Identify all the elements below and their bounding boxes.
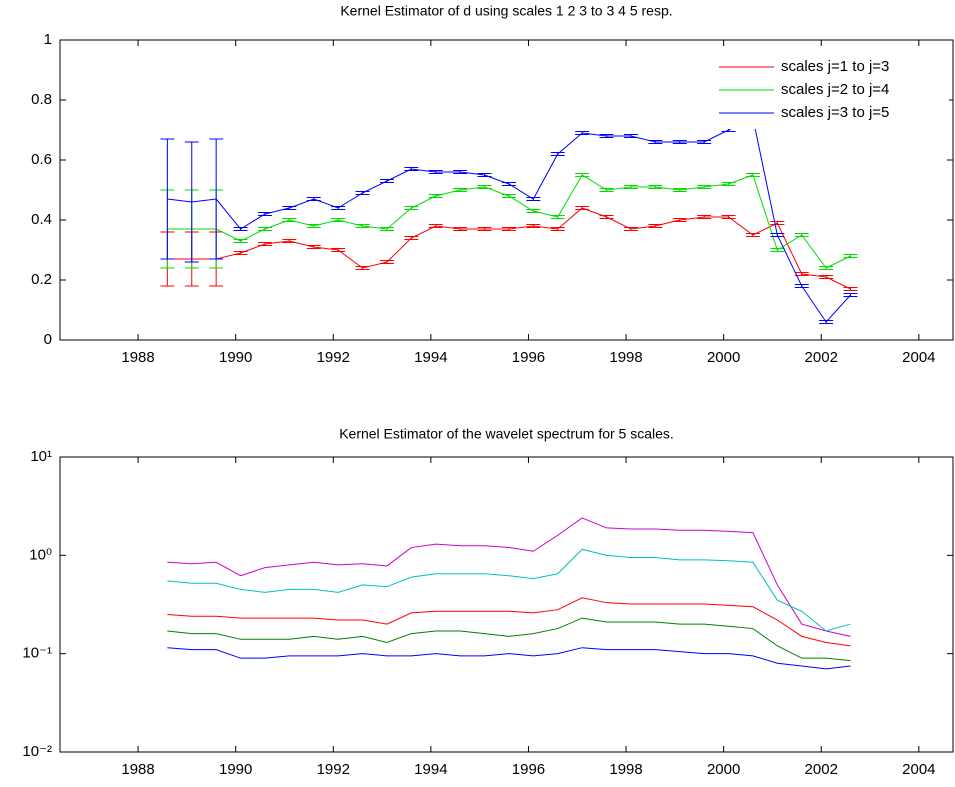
x-tick-label: 1988 bbox=[121, 349, 154, 366]
x-tick-label: 1990 bbox=[219, 761, 252, 778]
series-line bbox=[167, 117, 851, 323]
series-line bbox=[167, 207, 851, 290]
chart-title: Kernel Estimator of the wavelet spectrum… bbox=[339, 426, 674, 442]
series-line bbox=[167, 597, 851, 647]
legend-label: scales j=1 to j=3 bbox=[781, 58, 889, 75]
x-tick-label: 1998 bbox=[609, 349, 642, 366]
series-line bbox=[167, 647, 851, 670]
y-tick-label: 0.4 bbox=[31, 211, 52, 228]
legend-label: scales j=2 to j=4 bbox=[781, 81, 889, 98]
y-tick-label: 1 bbox=[44, 31, 52, 48]
series-line bbox=[167, 617, 851, 662]
x-tick-label: 1994 bbox=[414, 349, 447, 366]
y-tick-label: 0 bbox=[44, 331, 52, 348]
y-tick-label: 0.8 bbox=[31, 91, 52, 108]
y-tick-label: 10⁻¹ bbox=[22, 645, 52, 662]
x-tick-label: 2000 bbox=[707, 761, 740, 778]
plot-frame bbox=[59, 456, 954, 753]
x-tick-label: 1994 bbox=[414, 761, 447, 778]
x-tick-label: 1988 bbox=[121, 761, 154, 778]
series-line bbox=[167, 174, 851, 269]
series-line bbox=[167, 517, 851, 637]
x-tick-label: 2000 bbox=[707, 349, 740, 366]
x-tick-label: 2002 bbox=[805, 761, 838, 778]
series-line bbox=[167, 548, 851, 632]
plot-frame bbox=[59, 39, 954, 341]
x-tick-label: 1996 bbox=[512, 761, 545, 778]
x-tick-label: 1998 bbox=[609, 761, 642, 778]
chart-title: Kernel Estimator of d using scales 1 2 3… bbox=[340, 3, 672, 19]
x-tick-label: 1992 bbox=[317, 349, 350, 366]
y-tick-label: 0.2 bbox=[31, 271, 52, 288]
x-tick-label: 1992 bbox=[317, 761, 350, 778]
x-tick-label: 1990 bbox=[219, 349, 252, 366]
y-tick-label: 10⁻² bbox=[22, 743, 52, 760]
y-tick-label: 0.6 bbox=[31, 151, 52, 168]
y-tick-label: 10⁰ bbox=[29, 546, 52, 563]
x-tick-label: 2002 bbox=[805, 349, 838, 366]
x-tick-label: 2004 bbox=[902, 761, 935, 778]
x-tick-label: 2004 bbox=[902, 349, 935, 366]
x-tick-label: 1996 bbox=[512, 349, 545, 366]
y-tick-label: 10¹ bbox=[30, 448, 52, 465]
legend-label: scales j=3 to j=5 bbox=[781, 104, 889, 121]
